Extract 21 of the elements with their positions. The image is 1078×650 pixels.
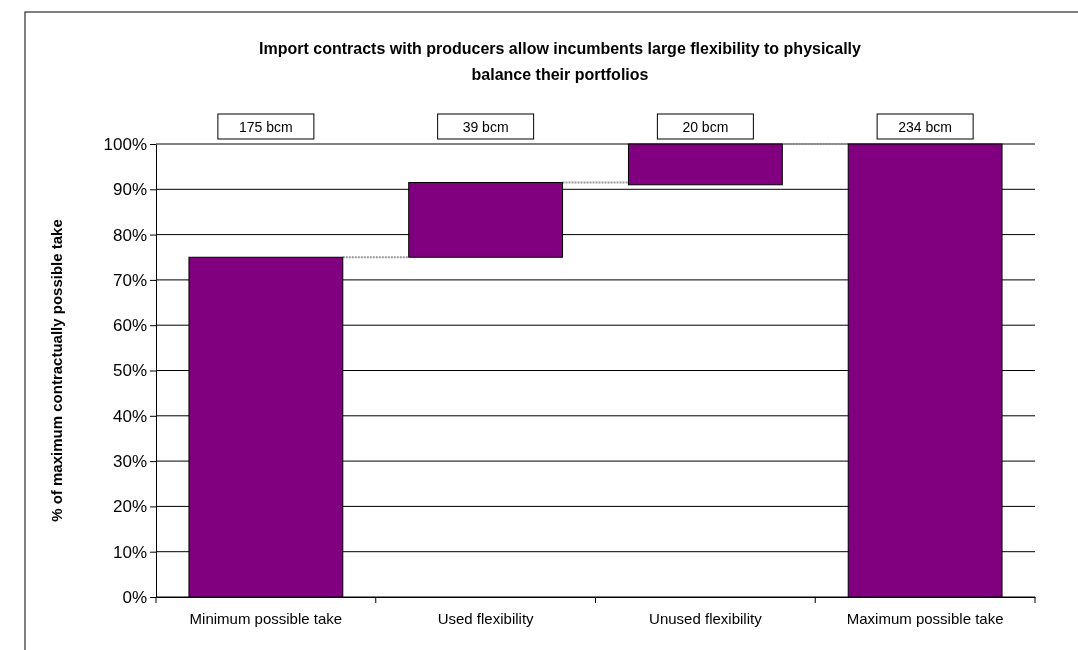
y-tick-label: 60% (112, 316, 147, 336)
text: 20 bcm (682, 119, 729, 135)
y-tick-label: 0% (122, 587, 147, 607)
y-tick-label: 90% (112, 180, 147, 200)
y-tick-label: 30% (112, 452, 147, 472)
x-tick-label: Used flexibility (437, 609, 535, 627)
text: 175 bcm (239, 119, 293, 135)
y-tick-label: 80% (112, 225, 147, 245)
y-tick-label: 40% (112, 406, 147, 426)
y-tick-label: 20% (112, 497, 147, 517)
chart-title: Import contracts with producers allow incumbents large flexibility to physically balance their portfolios (259, 40, 862, 83)
x-tick-label: Maximum possible take (846, 609, 1004, 627)
text: 39 bcm (462, 119, 509, 135)
y-tick-label: 100% (103, 134, 147, 154)
y-axis-title: % of maximum contractually possible take (48, 219, 65, 522)
y-tick-label: 70% (112, 270, 147, 290)
text: 234 bcm (898, 119, 952, 135)
x-tick-label: Minimum possible take (189, 609, 343, 627)
y-tick-label: 10% (112, 542, 147, 562)
y-tick-label: 50% (112, 361, 147, 381)
x-tick-label: Unused flexibility (649, 609, 763, 627)
